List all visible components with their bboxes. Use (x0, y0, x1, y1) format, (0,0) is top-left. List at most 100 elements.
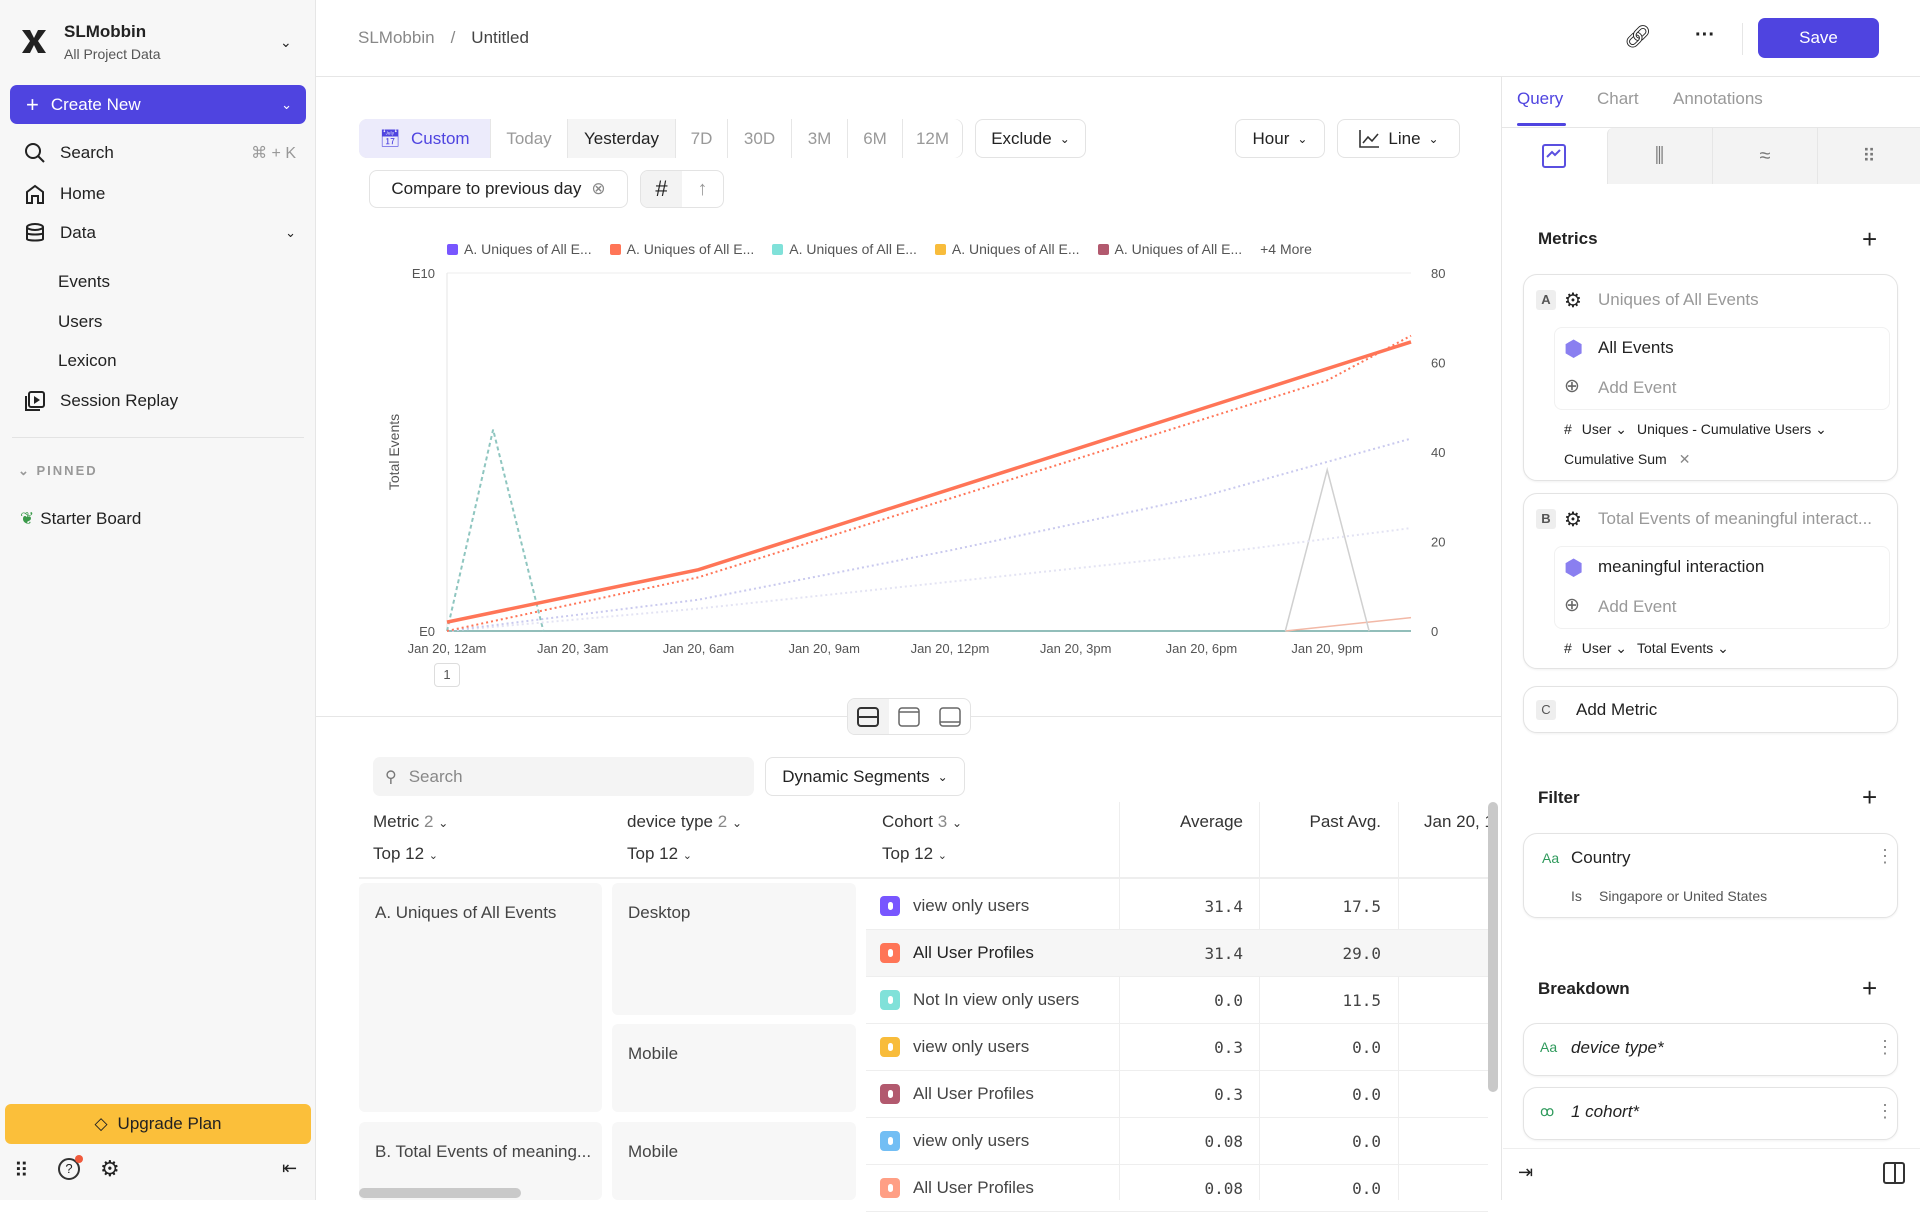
horizontal-scrollbar[interactable] (359, 1188, 521, 1198)
gear-icon[interactable]: ⚙ (100, 1156, 120, 1181)
collapse-sidebar-icon[interactable]: ⇤ (282, 1158, 298, 1178)
add-metric-plus-icon[interactable]: + (1862, 224, 1878, 254)
sidebar-item-users[interactable]: Users (58, 312, 103, 331)
legend-item[interactable]: A. Uniques of All E... (609, 241, 754, 257)
tab-chart[interactable]: Chart (1597, 89, 1639, 108)
close-icon[interactable]: ✕ (1678, 451, 1691, 467)
granularity-dropdown[interactable]: Hour ⌄ (1235, 119, 1325, 158)
range-6m[interactable]: 6M (847, 119, 902, 158)
range-30d[interactable]: 30D (727, 119, 791, 158)
metric-title[interactable]: Total Events of meaningful interact... (1598, 509, 1873, 528)
add-breakdown-plus-icon[interactable]: + (1862, 973, 1878, 1003)
sidebar-item-home[interactable]: Home (24, 183, 105, 205)
metric-card-b[interactable]: B ⚙ Total Events of meaningful interact.… (1523, 493, 1898, 669)
create-new-button[interactable]: + Create New ⌄ (10, 85, 306, 124)
event-name[interactable]: All Events (1598, 338, 1674, 357)
kebab-menu-icon[interactable]: ⋮ (1876, 846, 1894, 866)
split-view-icon[interactable] (848, 699, 889, 734)
device-column-header[interactable]: device type 2 ⌄ (627, 812, 742, 832)
close-circle-icon[interactable]: ⊗ (591, 179, 606, 198)
pinned-starter-board[interactable]: ❦ Starter Board (20, 509, 141, 529)
collapse-panel-icon[interactable]: ⇥ (1518, 1162, 1534, 1182)
chevron-down-icon[interactable]: ⌄ (280, 34, 292, 50)
sidebar-item-events[interactable]: Events (58, 272, 110, 291)
gear-icon[interactable]: ⚙ (1564, 290, 1582, 312)
user-dropdown[interactable]: User ⌄ (1581, 421, 1627, 437)
sidebar-item-session-replay[interactable]: Session Replay (24, 390, 178, 412)
range-today[interactable]: Today (490, 119, 567, 158)
breakdown-cohort[interactable]: ꝏ 1 cohort* ⋮ (1523, 1087, 1898, 1140)
kebab-menu-icon[interactable]: ⋮ (1876, 1101, 1894, 1121)
retention-icon[interactable]: ⠿ (1817, 128, 1920, 184)
table-row[interactable]: view only users 31.4 17.5 (866, 883, 1488, 930)
range-custom[interactable]: 📅︎ Custom (359, 119, 490, 158)
table-search-input[interactable]: ⚲ Search (373, 757, 754, 796)
upgrade-plan-button[interactable]: ◇ Upgrade Plan (5, 1104, 311, 1144)
tab-query[interactable]: Query (1517, 89, 1564, 108)
filter-card[interactable]: Aa Country ⋮ Is Singapore or United Stat… (1523, 833, 1898, 918)
report-insights-tab[interactable] (1501, 128, 1607, 184)
user-dropdown[interactable]: User ⌄ (1581, 640, 1627, 656)
dynamic-segments-dropdown[interactable]: Dynamic Segments ⌄ (765, 757, 965, 796)
average-column-header[interactable]: Average (1179, 812, 1243, 831)
add-filter-plus-icon[interactable]: + (1862, 782, 1878, 812)
chart-type-dropdown[interactable]: Line ⌄ (1337, 119, 1460, 158)
device-top-dropdown[interactable]: Top 12 ⌄ (627, 844, 692, 864)
table-row[interactable]: view only users 0.08 0.0 (866, 1118, 1488, 1165)
exclude-dropdown[interactable]: Exclude ⌄ (975, 119, 1086, 158)
flows-icon[interactable]: ≈ (1712, 128, 1817, 184)
legend-more[interactable]: +4 More (1260, 241, 1312, 257)
range-12m[interactable]: 12M (902, 119, 962, 158)
metric-column-header[interactable]: Metric 2 ⌄ (373, 812, 448, 832)
hash-icon[interactable]: # (641, 171, 682, 207)
pinned-header[interactable]: ⌄ PINNED (18, 463, 98, 479)
table-row[interactable]: All User Profiles 0.08 0.0 (866, 1165, 1488, 1212)
table-row[interactable]: All User Profiles 31.4 29.0 (866, 930, 1488, 977)
legend-item[interactable]: A. Uniques of All E... (772, 241, 917, 257)
save-button[interactable]: Save (1758, 18, 1879, 58)
cohort-column-header[interactable]: Cohort 3 ⌄ (882, 812, 962, 832)
apps-grid-icon[interactable]: ⠿ (14, 1160, 29, 1182)
tab-annotations[interactable]: Annotations (1673, 89, 1763, 108)
past-avg-column-header[interactable]: Past Avg. (1309, 812, 1381, 831)
filter-value[interactable]: Singapore or United States (1599, 888, 1768, 904)
breadcrumb-root[interactable]: SLMobbin (358, 28, 435, 47)
legend-item[interactable]: A. Uniques of All E... (447, 241, 592, 257)
table-row[interactable]: view only users 0.3 0.0 (866, 1024, 1488, 1071)
add-metric-button[interactable]: C Add Metric (1523, 686, 1898, 733)
metric-title[interactable]: Uniques of All Events (1598, 290, 1759, 309)
event-name[interactable]: meaningful interaction (1598, 557, 1765, 576)
legend-item[interactable]: A. Uniques of All E... (934, 241, 1080, 257)
add-event-button[interactable]: Add Event (1598, 597, 1677, 616)
project-name[interactable]: SLMobbin (64, 22, 147, 41)
filter-property[interactable]: Country (1571, 848, 1631, 867)
range-7d[interactable]: 7D (675, 119, 727, 158)
metric-card-a[interactable]: A ⚙ Uniques of All Events ⬢ All Events ⊕… (1523, 274, 1898, 481)
chart-only-icon[interactable] (889, 706, 930, 727)
range-yesterday[interactable]: Yesterday (567, 119, 675, 158)
table-row[interactable]: Not In view only users 0.0 11.5 (866, 977, 1488, 1024)
help-icon[interactable]: ? (58, 1155, 83, 1180)
funnels-icon[interactable]: ⫼ (1654, 144, 1665, 167)
gear-icon[interactable]: ⚙ (1564, 509, 1582, 531)
table-only-icon[interactable] (929, 706, 970, 727)
compare-chip[interactable]: Compare to previous day ⊗ (369, 170, 628, 208)
measure-dropdown[interactable]: Total Events ⌄ (1636, 640, 1729, 656)
measure-dropdown[interactable]: Uniques - Cumulative Users ⌄ (1636, 421, 1827, 437)
table-row[interactable]: All User Profiles 0.3 0.0 (866, 1071, 1488, 1118)
panel-layout-icon[interactable] (1883, 1162, 1905, 1184)
add-event-button[interactable]: Add Event (1598, 378, 1677, 397)
range-3m[interactable]: 3M (791, 119, 847, 158)
sidebar-item-data[interactable]: Data ⌄ (24, 222, 296, 244)
link-icon[interactable]: 🔗︎ (1624, 24, 1652, 49)
sidebar-item-lexicon[interactable]: Lexicon (58, 351, 117, 370)
vertical-scrollbar[interactable] (1488, 802, 1498, 1092)
kebab-menu-icon[interactable]: ⋮ (1876, 1037, 1894, 1057)
page-title[interactable]: Untitled (471, 28, 529, 47)
sidebar-search[interactable]: Search ⌘ + K (24, 142, 296, 164)
annotation-marker[interactable]: 1 (434, 663, 460, 687)
arrow-up-icon[interactable]: ↑ (697, 177, 708, 200)
legend-item[interactable]: A. Uniques of All E... (1097, 241, 1242, 257)
filter-operator[interactable]: Is (1571, 888, 1582, 904)
more-icon[interactable]: ··· (1695, 24, 1715, 46)
